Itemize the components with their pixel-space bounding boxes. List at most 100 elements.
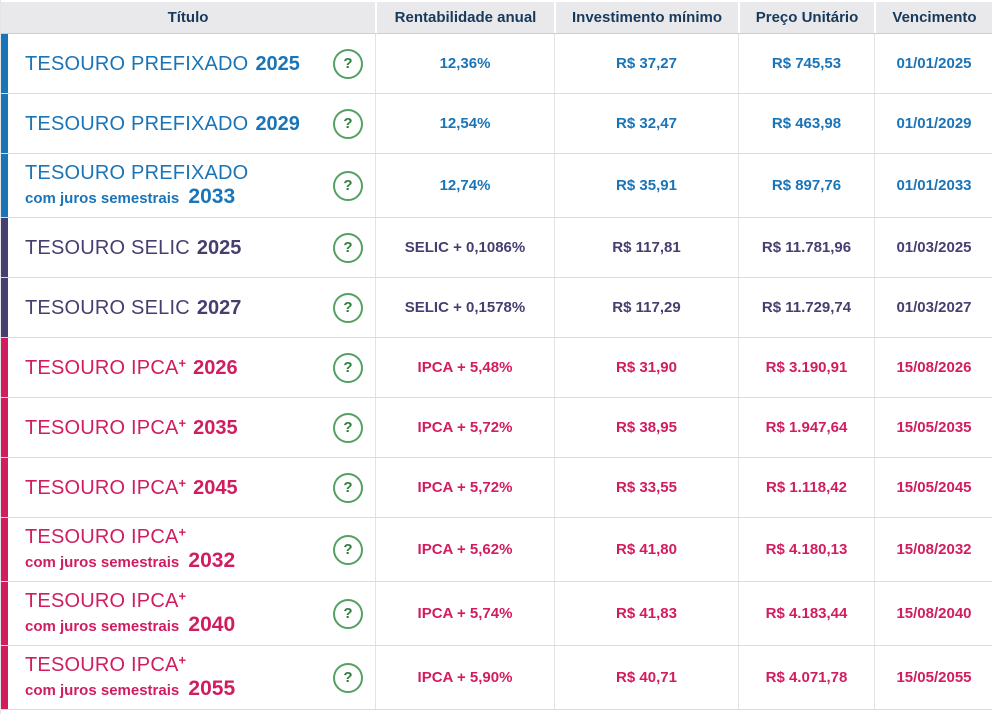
min-investment-cell: R$ 41,80	[554, 518, 738, 581]
table-row: TESOURO SELIC 2025 ? SELIC + 0,1086% R$ 1…	[1, 218, 992, 278]
column-header-vencimento: Vencimento	[874, 2, 992, 33]
bond-title: TESOURO PREFIXADO 2029	[25, 113, 300, 135]
question-mark-icon: ?	[343, 115, 353, 132]
maturity-cell: 15/05/2035	[874, 398, 992, 457]
bond-title-cell: TESOURO PREFIXADO 2025 ?	[1, 34, 375, 93]
bond-year: 2025	[196, 236, 242, 259]
maturity-cell: 15/08/2026	[874, 338, 992, 397]
bond-color-bar	[1, 518, 8, 581]
bond-title-cell: TESOURO PREFIXADO com juros semestrais 2…	[1, 154, 375, 217]
annual-rate-cell: IPCA + 5,48%	[375, 338, 554, 397]
help-button[interactable]: ?	[333, 292, 363, 323]
help-button[interactable]: ?	[333, 662, 363, 693]
question-mark-icon: ?	[343, 669, 353, 686]
plus-superscript-icon: +	[178, 355, 187, 371]
top-strip	[1, 0, 992, 2]
bond-name: TESOURO IPCA	[25, 416, 179, 439]
annual-rate-cell: IPCA + 5,62%	[375, 518, 554, 581]
help-button[interactable]: ?	[333, 472, 363, 503]
help-button[interactable]: ?	[333, 48, 363, 79]
min-investment-cell: R$ 37,27	[554, 34, 738, 93]
bond-subtitle: com juros semestrais	[25, 190, 184, 208]
help-button[interactable]: ?	[333, 352, 363, 383]
bond-title: TESOURO IPCA+ 2026	[25, 355, 238, 379]
min-investment-cell: R$ 117,81	[554, 218, 738, 277]
bond-subtitle: com juros semestrais	[25, 618, 184, 636]
min-investment-cell: R$ 32,47	[554, 94, 738, 153]
question-mark-icon: ?	[343, 479, 353, 496]
unit-price-cell: R$ 1.118,42	[738, 458, 874, 517]
column-header-rentabilidade: Rentabilidade anual	[375, 2, 554, 33]
bond-title: TESOURO PREFIXADO 2025	[25, 53, 300, 75]
bond-year: 2055	[188, 677, 236, 701]
help-button[interactable]: ?	[333, 412, 363, 443]
unit-price-cell: R$ 897,76	[738, 154, 874, 217]
bond-year: 2025	[255, 52, 300, 75]
table-row: TESOURO PREFIXADO 2025 ? 12,36% R$ 37,27 …	[1, 34, 992, 94]
bond-year: 2033	[188, 185, 236, 209]
table-row: TESOURO IPCA+ com juros semestrais 2032 …	[1, 518, 992, 582]
bond-title-cell: TESOURO PREFIXADO 2029 ?	[1, 94, 375, 153]
maturity-cell: 15/05/2055	[874, 646, 992, 709]
bond-title-cell: TESOURO IPCA+ com juros semestrais 2055 …	[1, 646, 375, 709]
min-investment-cell: R$ 31,90	[554, 338, 738, 397]
bond-color-bar	[1, 582, 8, 645]
bond-year: 2027	[196, 296, 242, 319]
bond-year: 2045	[193, 476, 238, 499]
unit-price-cell: R$ 3.190,91	[738, 338, 874, 397]
bond-title: TESOURO IPCA+ 2045	[25, 475, 238, 499]
maturity-cell: 01/01/2025	[874, 34, 992, 93]
table-row: TESOURO SELIC 2027 ? SELIC + 0,1578% R$ 1…	[1, 278, 992, 338]
bond-year: 2032	[188, 549, 236, 573]
maturity-cell: 15/08/2032	[874, 518, 992, 581]
bond-name: TESOURO PREFIXADO	[25, 112, 249, 135]
min-investment-cell: R$ 38,95	[554, 398, 738, 457]
plus-superscript-icon: +	[178, 589, 187, 605]
help-button[interactable]: ?	[333, 108, 363, 139]
help-button[interactable]: ?	[333, 232, 363, 263]
unit-price-cell: R$ 745,53	[738, 34, 874, 93]
bond-color-bar	[1, 94, 8, 153]
question-mark-icon: ?	[343, 299, 353, 316]
maturity-cell: 01/01/2029	[874, 94, 992, 153]
bond-color-bar	[1, 458, 8, 517]
help-button[interactable]: ?	[333, 598, 363, 629]
annual-rate-cell: IPCA + 5,74%	[375, 582, 554, 645]
column-header-titulo: Título	[1, 2, 375, 33]
bond-name: TESOURO IPCA	[25, 654, 179, 677]
table-row: TESOURO PREFIXADO com juros semestrais 2…	[1, 154, 992, 218]
bond-year: 2029	[255, 112, 300, 135]
help-button[interactable]: ?	[333, 534, 363, 565]
min-investment-cell: R$ 40,71	[554, 646, 738, 709]
bond-title-cell: TESOURO SELIC 2027 ?	[1, 278, 375, 337]
bond-title: TESOURO IPCA+ com juros semestrais 2040	[25, 590, 235, 636]
table-row: TESOURO IPCA+ 2026 ? IPCA + 5,48% R$ 31,9…	[1, 338, 992, 398]
help-button[interactable]: ?	[333, 170, 363, 201]
table-row: TESOURO IPCA+ 2045 ? IPCA + 5,72% R$ 33,5…	[1, 458, 992, 518]
bond-title: TESOURO SELIC 2025	[25, 237, 241, 259]
maturity-cell: 01/01/2033	[874, 154, 992, 217]
bond-title-cell: TESOURO IPCA+ com juros semestrais 2032 …	[1, 518, 375, 581]
table-body: TESOURO PREFIXADO 2025 ? 12,36% R$ 37,27 …	[1, 34, 992, 710]
min-investment-cell: R$ 35,91	[554, 154, 738, 217]
bond-name: TESOURO IPCA	[25, 590, 179, 613]
bond-name: TESOURO SELIC	[25, 236, 190, 259]
question-mark-icon: ?	[343, 239, 353, 256]
question-mark-icon: ?	[343, 359, 353, 376]
table-row: TESOURO PREFIXADO 2029 ? 12,54% R$ 32,47 …	[1, 94, 992, 154]
table-row: TESOURO IPCA+ com juros semestrais 2055 …	[1, 646, 992, 710]
plus-superscript-icon: +	[178, 475, 187, 491]
bond-name: TESOURO PREFIXADO	[25, 52, 249, 75]
bond-name: TESOURO IPCA	[25, 356, 179, 379]
annual-rate-cell: 12,54%	[375, 94, 554, 153]
bond-name: TESOURO IPCA	[25, 476, 179, 499]
bond-color-bar	[1, 218, 8, 277]
bond-title: TESOURO IPCA+ com juros semestrais 2032	[25, 526, 235, 572]
unit-price-cell: R$ 11.729,74	[738, 278, 874, 337]
plus-superscript-icon: +	[178, 525, 187, 541]
unit-price-cell: R$ 11.781,96	[738, 218, 874, 277]
maturity-cell: 01/03/2025	[874, 218, 992, 277]
bond-year: 2035	[193, 416, 238, 439]
table-row: TESOURO IPCA+ com juros semestrais 2040 …	[1, 582, 992, 646]
min-investment-cell: R$ 41,83	[554, 582, 738, 645]
